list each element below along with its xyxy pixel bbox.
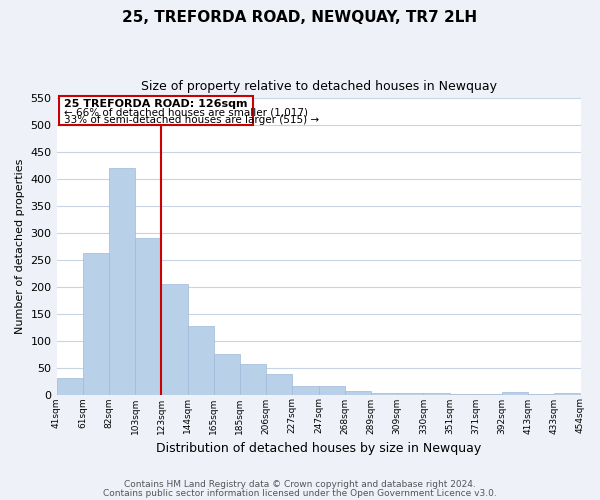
Text: 33% of semi-detached houses are larger (515) →: 33% of semi-detached houses are larger (… [64, 115, 319, 125]
Bar [502, 392, 528, 394]
Bar [188, 326, 214, 394]
X-axis label: Distribution of detached houses by size in Newquay: Distribution of detached houses by size … [156, 442, 481, 455]
Text: Contains public sector information licensed under the Open Government Licence v3: Contains public sector information licen… [103, 488, 497, 498]
Bar [319, 386, 345, 394]
Text: 25 TREFORDA ROAD: 126sqm: 25 TREFORDA ROAD: 126sqm [64, 99, 247, 109]
Text: Contains HM Land Registry data © Crown copyright and database right 2024.: Contains HM Land Registry data © Crown c… [124, 480, 476, 489]
Title: Size of property relative to detached houses in Newquay: Size of property relative to detached ho… [140, 80, 497, 93]
Bar [83, 253, 109, 394]
Text: 25, TREFORDA ROAD, NEWQUAY, TR7 2LH: 25, TREFORDA ROAD, NEWQUAY, TR7 2LH [122, 10, 478, 25]
Bar [554, 393, 580, 394]
Bar [135, 238, 161, 394]
Bar [371, 393, 397, 394]
Bar [56, 378, 83, 394]
Bar [161, 284, 188, 395]
Bar [345, 390, 371, 394]
Bar [266, 374, 292, 394]
FancyBboxPatch shape [59, 96, 253, 126]
Bar [214, 354, 240, 395]
Bar [240, 364, 266, 394]
Bar [109, 168, 135, 394]
Bar [292, 386, 319, 394]
Y-axis label: Number of detached properties: Number of detached properties [15, 158, 25, 334]
Text: ← 66% of detached houses are smaller (1,017): ← 66% of detached houses are smaller (1,… [64, 108, 308, 118]
